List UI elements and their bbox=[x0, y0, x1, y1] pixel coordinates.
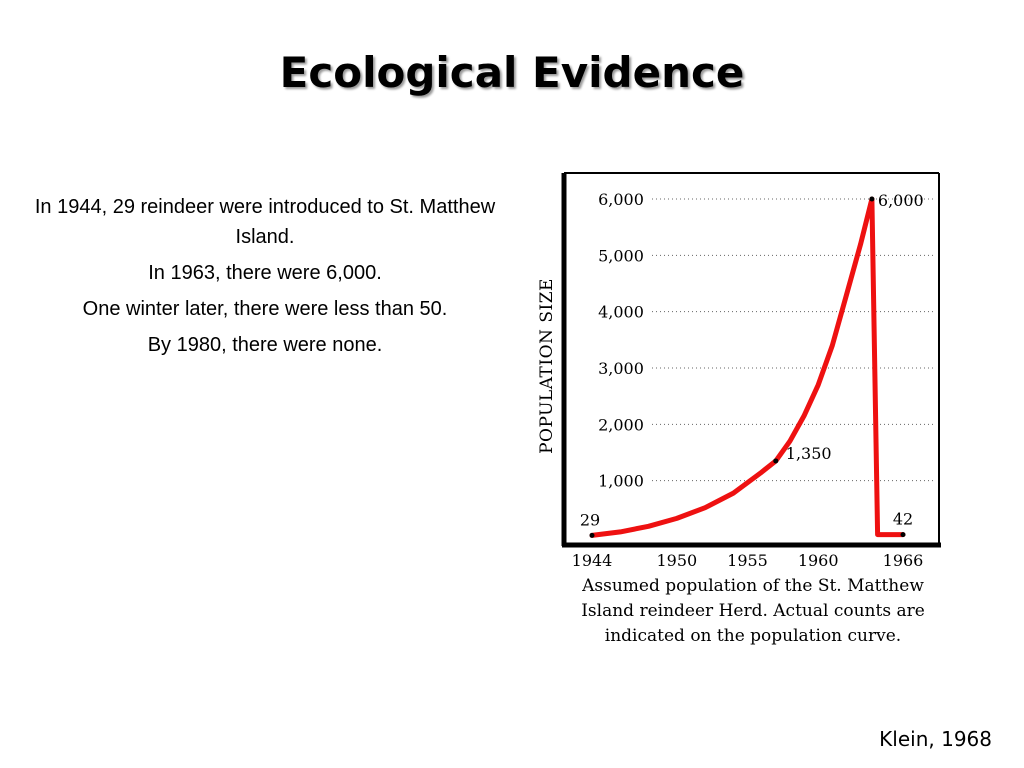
chart-caption-line: indicated on the population curve. bbox=[605, 626, 901, 646]
population-chart: 1,000 2,000 3,000 4,000 5,000 6,000 1944 1950 19… bbox=[537, 172, 941, 646]
y-tick-label: 5,000 bbox=[598, 246, 644, 265]
y-tick-label: 1,000 bbox=[598, 472, 644, 491]
citation: Klein, 1968 bbox=[879, 727, 992, 751]
chart-caption-line: Assumed population of the St. Matthew bbox=[581, 576, 924, 596]
count-label: 29 bbox=[580, 510, 600, 529]
body-paragraph: In 1963, there were 6,000. bbox=[148, 262, 382, 284]
y-tick-label: 2,000 bbox=[598, 415, 644, 434]
x-tick-label: 1960 bbox=[798, 551, 839, 570]
body-paragraph: In 1944, 29 reindeer were introduced to … bbox=[34, 196, 496, 248]
x-tick-label: 1955 bbox=[727, 551, 768, 570]
count-label: 42 bbox=[893, 510, 913, 529]
count-marker bbox=[900, 532, 906, 538]
population-curve bbox=[589, 196, 906, 538]
count-label: 1,350 bbox=[786, 444, 832, 463]
count-marker bbox=[869, 196, 875, 202]
body-text: In 1944, 29 reindeer were introduced to … bbox=[18, 192, 512, 366]
x-tick-label: 1944 bbox=[572, 551, 613, 570]
body-paragraph: One winter later, there were less than 5… bbox=[82, 298, 448, 320]
count-label: 6,000 bbox=[878, 191, 924, 210]
x-tick-label: 1950 bbox=[656, 551, 697, 570]
slide-title: Ecological Evidence bbox=[279, 48, 745, 97]
body-paragraph: By 1980, there were none. bbox=[147, 334, 383, 356]
y-tick-label: 3,000 bbox=[598, 359, 644, 378]
y-tick-label: 6,000 bbox=[598, 190, 644, 209]
count-marker bbox=[589, 532, 595, 538]
x-tick-label: 1966 bbox=[883, 551, 924, 570]
chart-caption-line: Island reindeer Herd. Actual counts are bbox=[581, 601, 925, 621]
y-tick-label: 4,000 bbox=[598, 303, 644, 322]
count-marker bbox=[773, 458, 779, 464]
y-axis-label: POPULATION SIZE bbox=[537, 278, 557, 454]
